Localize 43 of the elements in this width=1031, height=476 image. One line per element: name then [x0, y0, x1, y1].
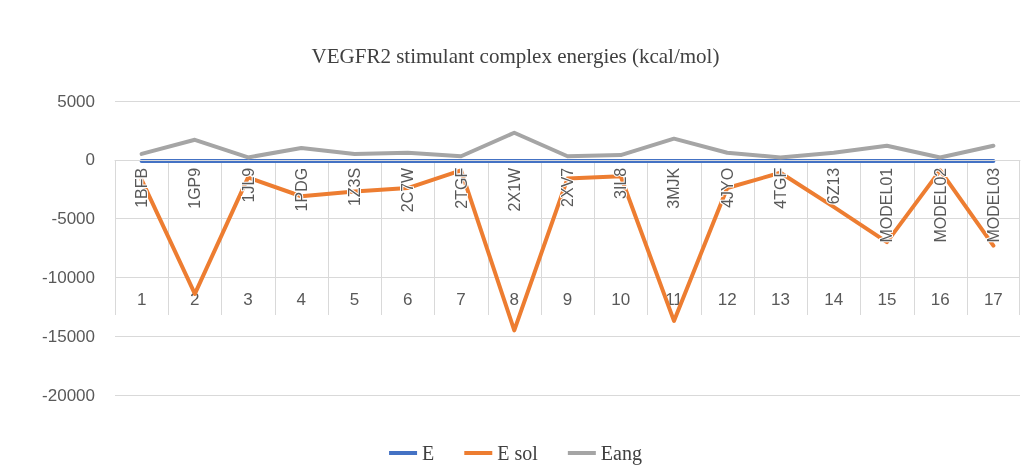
x-tick-label: 2C7W	[399, 166, 417, 213]
y-tick-label: -20000	[42, 385, 95, 405]
annotation: 13	[770, 289, 790, 310]
annotation: 8	[509, 289, 519, 310]
x-tick-label: 4TGF	[771, 167, 789, 209]
legend-label: Eang	[600, 442, 642, 465]
annotation: 10	[611, 289, 631, 310]
x-tick-label: 1BFB	[133, 167, 151, 208]
annotation: 15	[877, 289, 897, 310]
legend-label: E sol	[497, 442, 539, 464]
x-tick-label: MODEL02	[931, 167, 949, 243]
x-tick-label: MODEL03	[984, 167, 1002, 243]
y-tick-label: -10000	[42, 267, 95, 287]
y-tick-label: -5000	[51, 209, 95, 229]
x-tick-label: 1GP9	[186, 167, 204, 209]
annotation: 1	[136, 289, 147, 310]
annotation: 14	[824, 289, 844, 310]
annotation: 12	[717, 289, 737, 310]
x-tick-label: 1PDG	[292, 167, 310, 212]
x-tick-label: 6Z13	[825, 167, 843, 205]
x-tick-label: 2TGF	[452, 167, 470, 209]
y-tick-label: 5000	[57, 91, 95, 111]
annotation: 6	[403, 289, 413, 310]
x-tick-label: 1JL9	[239, 167, 257, 203]
annotation: 4	[296, 289, 307, 310]
annotation: 5	[349, 289, 360, 310]
annotation: 9	[562, 289, 573, 310]
annotation: 3	[243, 289, 253, 310]
legend-label: E	[422, 442, 435, 464]
annotation: 7	[456, 289, 466, 310]
x-tick-label: 2X1W	[505, 166, 523, 212]
annotation: 16	[930, 289, 950, 310]
x-tick-label: 3IL8	[612, 167, 630, 199]
x-tick-label: 4JYO	[718, 167, 736, 208]
chart-title: VEGFR2 stimulant complex energies (kcal/mol)	[311, 43, 720, 68]
y-tick-label: -15000	[42, 326, 95, 346]
x-tick-label: 1Z3S	[346, 167, 364, 207]
line-series	[139, 130, 996, 160]
x-tick-label: MODEL01	[878, 167, 896, 243]
x-tick-label: 3MJK	[665, 167, 683, 209]
x-tick-label: 2XV7	[559, 167, 576, 207]
y-tick-label: 0	[85, 150, 95, 170]
annotation: 17	[983, 289, 1003, 310]
